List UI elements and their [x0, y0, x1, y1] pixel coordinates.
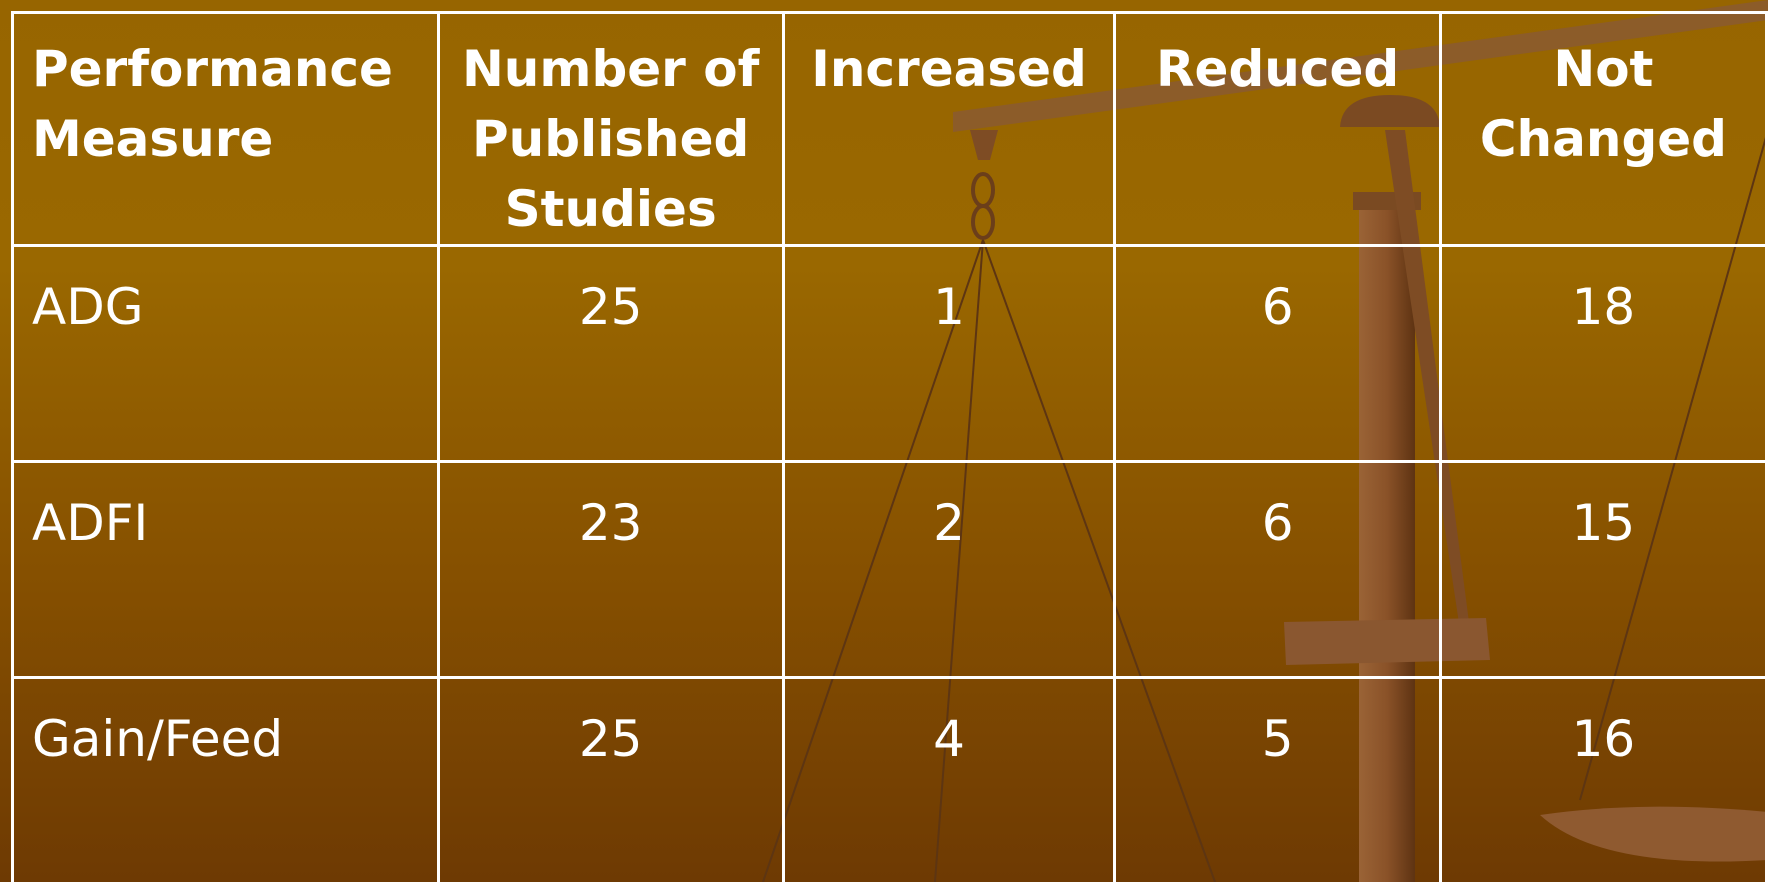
table-cell: 23 — [436, 460, 785, 679]
table-cell: 25 — [436, 676, 785, 882]
table-cell: 6 — [1113, 244, 1442, 463]
header-cell: Increased — [781, 11, 1117, 247]
data-table: Performance Measure Number of Published S… — [11, 11, 1768, 882]
table-cell: 1 — [781, 244, 1117, 463]
header-cell: Not Changed — [1438, 11, 1768, 247]
table-cell: 5 — [1113, 676, 1442, 882]
table-row: ADFI 23 2 6 15 — [11, 460, 1768, 679]
row-label: ADFI — [11, 460, 440, 679]
table-body: ADG 25 1 6 18 ADFI 23 2 6 15 Gain/Feed 25 4 5 16 — [11, 244, 1768, 882]
table-cell: 25 — [436, 244, 785, 463]
table-cell: 6 — [1113, 460, 1442, 679]
header-cell: Performance Measure — [11, 11, 440, 247]
table-cell: 4 — [781, 676, 1117, 882]
table-row: ADG 25 1 6 18 — [11, 244, 1768, 463]
header-cell: Number of Published Studies — [436, 11, 785, 247]
table-cell: 18 — [1438, 244, 1768, 463]
row-label: Gain/Feed — [11, 676, 440, 882]
table-cell: 16 — [1438, 676, 1768, 882]
table-cell: 15 — [1438, 460, 1768, 679]
row-label: ADG — [11, 244, 440, 463]
header-cell: Reduced — [1113, 11, 1442, 247]
header-row: Performance Measure Number of Published S… — [11, 11, 1768, 247]
table-row: Gain/Feed 25 4 5 16 — [11, 676, 1768, 882]
table-cell: 2 — [781, 460, 1117, 679]
